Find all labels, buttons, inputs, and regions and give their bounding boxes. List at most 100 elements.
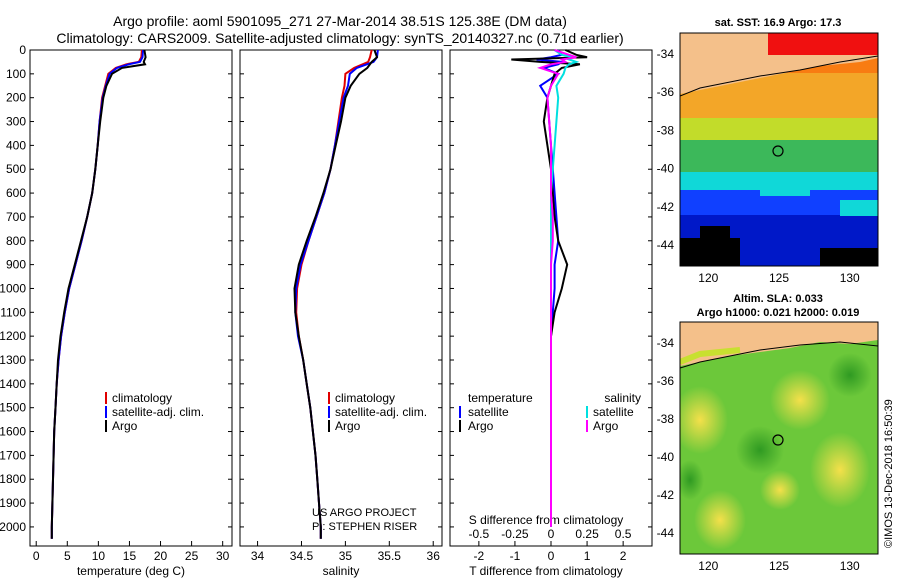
imos-timestamp: ©IMOS 13-Dec-2018 16:50:39 bbox=[883, 399, 895, 548]
x-tick-label: 25 bbox=[185, 549, 199, 563]
depth-tick-label: 600 bbox=[6, 186, 26, 200]
sst-map-lat-axis: -34 -36 -38 -40 -42 -44 bbox=[657, 47, 675, 252]
lon-tick-label: 120 bbox=[698, 271, 718, 285]
x-tick-label: 35.5 bbox=[378, 549, 402, 563]
sla-map-lon-axis: 120 125 130 bbox=[698, 559, 860, 573]
legend-satellite-adj: satellite-adj. clim. bbox=[112, 405, 204, 419]
lat-tick-label: -44 bbox=[657, 526, 675, 540]
sla-map-frame bbox=[679, 321, 879, 555]
sla-map-lat-axis: -34 -36 -38 -40 -42 -44 bbox=[657, 336, 675, 540]
depth-tick-label: 1800 bbox=[0, 472, 26, 486]
sla-map-title-2: Argo h1000: 0.021 h2000: 0.019 bbox=[697, 307, 860, 319]
depth-tick-label: 1400 bbox=[0, 377, 26, 391]
legend-sal-argo: Argo bbox=[593, 419, 619, 433]
lat-tick-label: -34 bbox=[657, 336, 675, 350]
depth-tick-label: 1100 bbox=[0, 305, 26, 319]
x-tick-label: 36 bbox=[427, 549, 441, 563]
credit-project: US ARGO PROJECT bbox=[312, 507, 417, 519]
lat-tick-label: -34 bbox=[657, 47, 675, 61]
lon-tick-label: 120 bbox=[698, 559, 718, 573]
depth-tick-label: 700 bbox=[6, 210, 26, 224]
sst-map-image bbox=[680, 33, 878, 266]
x-tick-label: 0 bbox=[548, 527, 555, 541]
depth-tick-label: 2000 bbox=[0, 520, 26, 534]
x-tick-label: 15 bbox=[123, 549, 137, 563]
salinity-x-label: salinity bbox=[323, 564, 360, 578]
lon-tick-label: 125 bbox=[769, 271, 789, 285]
lat-tick-label: -36 bbox=[657, 85, 675, 99]
salinity-series-climatology bbox=[295, 49, 373, 539]
x-tick-label: 10 bbox=[92, 549, 106, 563]
legend-temperature-heading: temperature bbox=[468, 391, 533, 405]
lat-tick-label: -42 bbox=[657, 488, 675, 502]
legend-satellite-adj: satellite-adj. clim. bbox=[335, 405, 427, 419]
difference-series-salinity-argo bbox=[537, 49, 577, 527]
sst-map-title: sat. SST: 16.9 Argo: 17.3 bbox=[715, 17, 842, 29]
profile-series bbox=[50, 49, 588, 539]
x-tick-label: -0.25 bbox=[501, 527, 529, 541]
legend-temp-argo: Argo bbox=[468, 419, 494, 433]
x-tick-label: 34.5 bbox=[290, 549, 314, 563]
sst-map-frame bbox=[679, 32, 879, 267]
depth-axis: 0 100 200 300 400 500 600 700 800 900 1000 1100 1200… bbox=[0, 43, 652, 534]
lat-tick-label: -40 bbox=[657, 162, 675, 176]
depth-tick-label: 400 bbox=[6, 138, 26, 152]
salinity-difference-label: S difference from climatology bbox=[469, 513, 624, 527]
difference-x-label: T difference from climatology bbox=[469, 564, 623, 578]
lat-tick-label: -40 bbox=[657, 450, 675, 464]
depth-tick-label: 300 bbox=[6, 115, 26, 129]
legend-temp-satellite: satellite bbox=[468, 405, 509, 419]
difference-legend: temperature satellite Argo salinity sate… bbox=[459, 391, 641, 433]
x-tick-label: 0.5 bbox=[615, 527, 632, 541]
depth-tick-label: 900 bbox=[6, 258, 26, 272]
difference-x-axis: -2 -1 0 1 2 bbox=[474, 541, 627, 563]
lon-tick-label: 130 bbox=[840, 271, 860, 285]
x-tick-label: 2 bbox=[620, 549, 627, 563]
x-tick-label: -1 bbox=[510, 549, 521, 563]
depth-tick-label: 200 bbox=[6, 91, 26, 105]
salinity-difference-x-axis: -0.5 -0.25 0 0.25 0.5 bbox=[469, 527, 632, 541]
depth-tick-label: 1300 bbox=[0, 353, 26, 367]
title-line-1: Argo profile: aoml 5901095_271 27-Mar-20… bbox=[113, 13, 567, 29]
x-tick-label: 0 bbox=[548, 549, 555, 563]
sla-map-title-1: Altim. SLA: 0.033 bbox=[733, 293, 823, 305]
depth-tick-label: 1000 bbox=[0, 281, 26, 295]
depth-tick-label: 1500 bbox=[0, 401, 26, 415]
lon-tick-label: 130 bbox=[840, 559, 860, 573]
legend-argo: Argo bbox=[335, 419, 361, 433]
argo-position-marker bbox=[772, 434, 784, 446]
lat-tick-label: -38 bbox=[657, 123, 675, 137]
legend-climatology: climatology bbox=[335, 391, 395, 405]
depth-tick-label: 500 bbox=[6, 162, 26, 176]
title-line-2: Climatology: CARS2009. Satellite-adjuste… bbox=[56, 30, 623, 46]
temperature-series-satellite-adj-clim- bbox=[50, 49, 145, 539]
depth-tick-label: 0 bbox=[19, 43, 26, 57]
temperature-plot-frame bbox=[29, 49, 233, 547]
depth-tick-label: 1700 bbox=[0, 448, 26, 462]
x-tick-label: 34 bbox=[251, 549, 265, 563]
legend-salinity-heading: salinity bbox=[604, 391, 641, 405]
temperature-x-axis: 0 5 10 15 20 25 30 bbox=[33, 541, 230, 563]
x-tick-label: 35 bbox=[339, 549, 353, 563]
lat-tick-label: -44 bbox=[657, 238, 675, 252]
x-tick-label: 5 bbox=[64, 549, 71, 563]
x-tick-label: 0 bbox=[33, 549, 40, 563]
temperature-legend: climatology satellite-adj. clim. Argo bbox=[105, 391, 204, 433]
depth-tick-label: 800 bbox=[6, 234, 26, 248]
x-tick-label: 20 bbox=[154, 549, 168, 563]
depth-tick-label: 1200 bbox=[0, 329, 26, 343]
legend-climatology: climatology bbox=[112, 391, 172, 405]
legend-sal-satellite: satellite bbox=[593, 405, 634, 419]
salinity-x-axis: 34 34.5 35 35.5 36 bbox=[251, 541, 440, 563]
x-tick-label: 1 bbox=[584, 549, 591, 563]
lat-tick-label: -38 bbox=[657, 412, 675, 426]
lon-tick-label: 125 bbox=[769, 559, 789, 573]
salinity-plot-frame bbox=[239, 49, 443, 547]
legend-argo: Argo bbox=[112, 419, 138, 433]
lat-tick-label: -36 bbox=[657, 374, 675, 388]
x-tick-label: 0.25 bbox=[575, 527, 599, 541]
salinity-legend: climatology satellite-adj. clim. Argo US… bbox=[312, 391, 427, 533]
salinity-series-satellite-adj-clim- bbox=[294, 49, 379, 539]
temperature-x-label: temperature (deg C) bbox=[77, 564, 185, 578]
